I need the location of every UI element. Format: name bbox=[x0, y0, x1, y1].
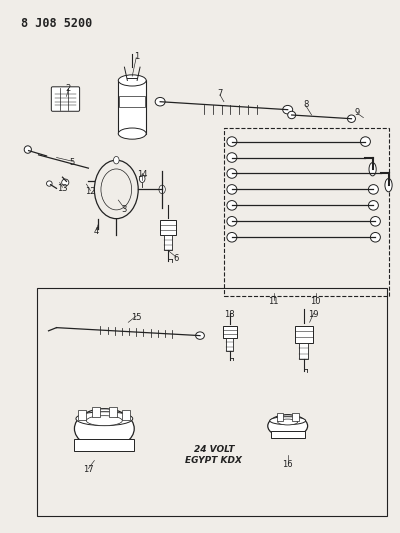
Circle shape bbox=[140, 175, 145, 182]
Ellipse shape bbox=[24, 146, 31, 154]
Ellipse shape bbox=[118, 75, 146, 86]
Text: 13: 13 bbox=[57, 184, 68, 193]
Text: 15: 15 bbox=[131, 312, 142, 321]
Text: 16: 16 bbox=[282, 460, 293, 469]
Bar bbox=[78, 410, 86, 421]
Ellipse shape bbox=[270, 417, 306, 425]
Bar bbox=[92, 407, 100, 417]
Ellipse shape bbox=[268, 415, 308, 437]
Ellipse shape bbox=[227, 153, 237, 163]
Bar bbox=[118, 80, 146, 134]
Bar bbox=[164, 235, 172, 250]
Text: 7: 7 bbox=[217, 89, 223, 98]
Text: 5: 5 bbox=[70, 158, 75, 167]
Text: 8 J08 5200: 8 J08 5200 bbox=[21, 17, 92, 30]
Ellipse shape bbox=[368, 184, 378, 194]
Circle shape bbox=[159, 185, 165, 193]
Ellipse shape bbox=[369, 163, 376, 176]
Text: 9: 9 bbox=[355, 108, 360, 117]
Text: 19: 19 bbox=[308, 310, 319, 319]
Text: 17: 17 bbox=[83, 465, 94, 474]
Ellipse shape bbox=[368, 200, 378, 210]
Ellipse shape bbox=[76, 411, 133, 426]
Text: 1: 1 bbox=[134, 52, 139, 61]
Bar bbox=[74, 439, 134, 450]
Bar bbox=[223, 326, 237, 338]
Ellipse shape bbox=[62, 179, 69, 186]
Bar bbox=[292, 413, 299, 422]
Bar bbox=[299, 343, 308, 359]
Text: 6: 6 bbox=[173, 254, 179, 263]
FancyBboxPatch shape bbox=[51, 87, 80, 111]
Text: 3: 3 bbox=[122, 205, 127, 214]
Ellipse shape bbox=[385, 179, 392, 192]
Text: 24 VOLT: 24 VOLT bbox=[194, 446, 234, 455]
Ellipse shape bbox=[227, 137, 237, 147]
Ellipse shape bbox=[155, 98, 165, 106]
Ellipse shape bbox=[227, 200, 237, 210]
Ellipse shape bbox=[86, 416, 122, 426]
Ellipse shape bbox=[360, 137, 370, 147]
Ellipse shape bbox=[227, 184, 237, 194]
Text: 4: 4 bbox=[94, 227, 99, 236]
Ellipse shape bbox=[227, 216, 237, 226]
Bar bbox=[295, 326, 313, 343]
Ellipse shape bbox=[227, 168, 237, 178]
Bar bbox=[271, 431, 305, 438]
Text: EGYPT KDX: EGYPT KDX bbox=[186, 456, 242, 465]
Text: 2: 2 bbox=[66, 84, 71, 93]
Text: 12: 12 bbox=[85, 187, 96, 196]
Ellipse shape bbox=[288, 111, 296, 119]
Ellipse shape bbox=[74, 409, 134, 449]
Bar bbox=[120, 96, 145, 107]
Text: 11: 11 bbox=[268, 296, 279, 305]
Bar bbox=[122, 410, 130, 421]
Ellipse shape bbox=[278, 419, 298, 425]
Ellipse shape bbox=[46, 181, 52, 186]
Ellipse shape bbox=[370, 232, 380, 242]
Ellipse shape bbox=[227, 232, 237, 242]
Bar bbox=[226, 338, 234, 351]
Text: 14: 14 bbox=[137, 170, 148, 179]
Ellipse shape bbox=[196, 332, 204, 340]
Bar bbox=[276, 413, 283, 422]
Bar bbox=[224, 128, 389, 296]
Bar bbox=[109, 407, 117, 417]
Ellipse shape bbox=[118, 128, 146, 139]
Bar bbox=[160, 220, 176, 235]
Bar bbox=[36, 288, 387, 516]
Ellipse shape bbox=[348, 115, 356, 123]
Circle shape bbox=[114, 157, 119, 164]
Text: 8: 8 bbox=[303, 100, 308, 109]
Ellipse shape bbox=[283, 106, 293, 114]
Text: 18: 18 bbox=[224, 310, 235, 319]
Text: 10: 10 bbox=[310, 296, 321, 305]
Ellipse shape bbox=[370, 216, 380, 226]
